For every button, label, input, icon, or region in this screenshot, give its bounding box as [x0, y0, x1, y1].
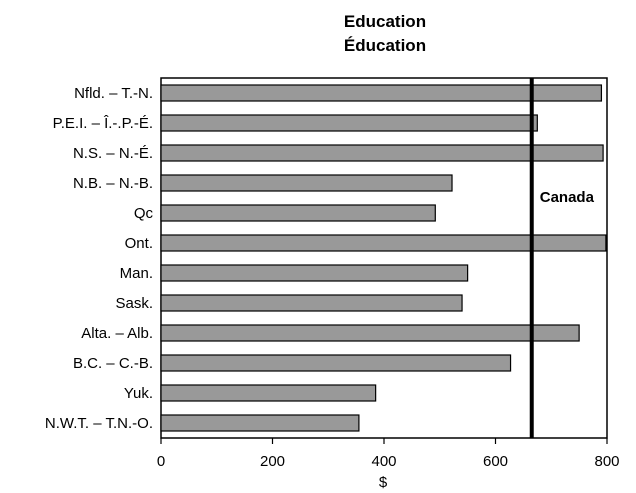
category-label: Sask. — [115, 295, 153, 312]
x-tick-label: 0 — [157, 453, 165, 470]
chart-title-english: Education — [344, 12, 426, 31]
bar — [160, 324, 580, 342]
bar — [160, 414, 360, 432]
x-tick-label: 600 — [483, 453, 508, 470]
x-tick-label: 400 — [371, 453, 396, 470]
category-label: Man. — [120, 265, 153, 282]
bar — [160, 174, 453, 192]
plot-frame — [160, 77, 608, 439]
canada-reference-label: Canada — [540, 189, 595, 206]
category-label: N.W.T. – T.N.-O. — [45, 415, 153, 432]
category-label: Nfld. – T.-N. — [74, 85, 153, 102]
bar — [160, 144, 604, 162]
bar — [160, 384, 377, 402]
plot-area: Nfld. – T.-N. P.E.I. – Î.-.P.-É. N.S. – N.… — [45, 77, 620, 470]
x-tick-label: 800 — [594, 453, 619, 470]
category-label: N.S. – N.-É. — [73, 145, 153, 162]
category-label: N.B. – N.-B. — [73, 175, 153, 192]
bar — [160, 204, 436, 222]
category-label: Ont. — [125, 235, 153, 252]
category-label: Yuk. — [124, 385, 153, 402]
category-label: P.E.I. – Î.-.P.-É. — [53, 115, 153, 132]
bar — [160, 84, 603, 102]
category-label: B.C. – C.-B. — [73, 355, 153, 372]
bar — [160, 114, 538, 132]
bar — [160, 264, 469, 282]
chart-title-french: Éducation — [344, 36, 426, 55]
x-tick-label: 200 — [260, 453, 285, 470]
x-axis-label: $ — [379, 474, 388, 491]
bar — [160, 354, 512, 372]
category-label: Alta. – Alb. — [81, 325, 153, 342]
bar — [160, 234, 607, 252]
category-label: Qc — [134, 205, 154, 222]
bar — [160, 294, 463, 312]
